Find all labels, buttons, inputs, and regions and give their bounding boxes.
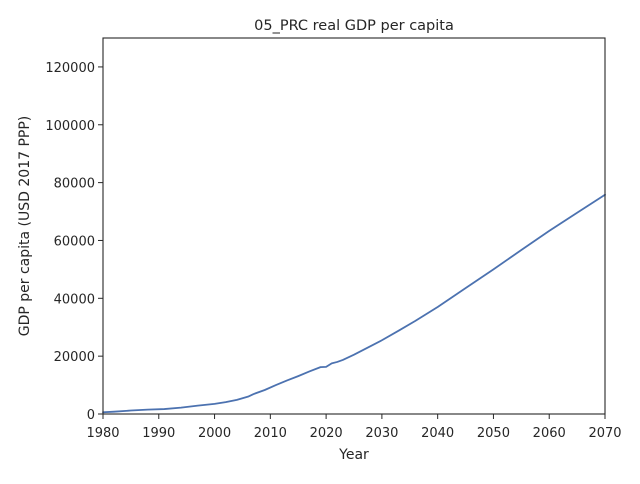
axis-ticks: 1980 1990 2000 2010 2020 2030 2040 2050 2060 2070… <box>45 61 621 441</box>
series-layer <box>102 193 606 414</box>
y-tick-label: 40000 <box>54 292 95 307</box>
y-tick-label: 20000 <box>54 350 95 365</box>
y-tick-label: 60000 <box>54 234 95 249</box>
y-tick-label: 100000 <box>45 119 95 134</box>
y-tick-label: 80000 <box>54 177 95 192</box>
y-tick-label: 0 <box>87 408 95 423</box>
y-tick-label: 120000 <box>45 61 95 76</box>
x-tick-label: 2050 <box>477 426 510 441</box>
x-tick-label: 2040 <box>421 426 454 441</box>
chart-title: 05_PRC real GDP per capita <box>254 18 454 34</box>
x-tick-label: 1990 <box>142 426 175 441</box>
plot-frame <box>102 37 606 415</box>
x-tick-label: 2010 <box>254 426 287 441</box>
x-tick-label: 2060 <box>533 426 566 441</box>
x-tick-label: 2020 <box>310 426 343 441</box>
x-tick-label: 2000 <box>198 426 231 441</box>
x-tick-label: 2070 <box>588 426 621 441</box>
x-tick-label: 2030 <box>365 426 398 441</box>
y-axis-label: GDP per capita (USD 2017 PPP) <box>17 116 33 337</box>
series-line <box>102 193 606 414</box>
x-tick-label: 1980 <box>86 426 119 441</box>
x-axis-label: Year <box>338 447 369 463</box>
